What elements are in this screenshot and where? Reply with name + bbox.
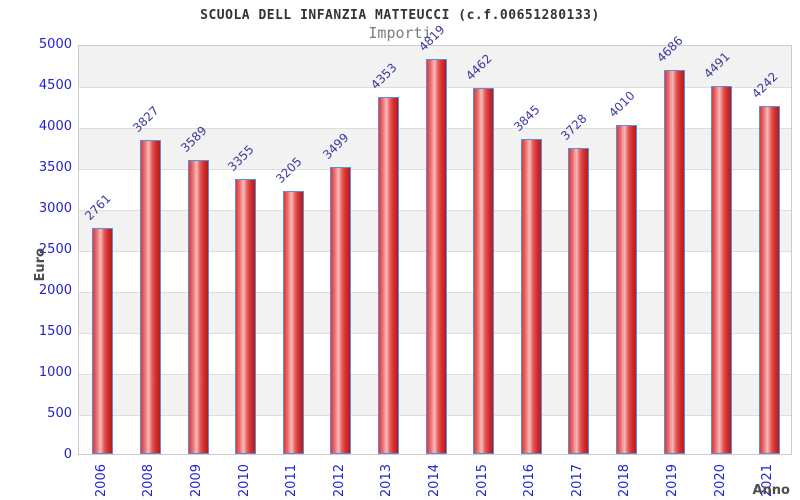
chart-title: SCUOLA DELL INFANZIA MATTEUCCI (c.f.0065…: [200, 8, 600, 23]
bar-value-label: 4491: [701, 49, 733, 81]
x-tick-label: 2019: [665, 464, 680, 498]
y-tick-label: 5000: [38, 37, 72, 52]
bar-2008: [140, 140, 161, 454]
y-tick-label: 3500: [38, 160, 72, 175]
bar-value-label: 3827: [130, 103, 162, 135]
bar-value-label: 4242: [749, 69, 781, 101]
bar-value-label: 2761: [82, 191, 114, 223]
bar-2015: [473, 88, 494, 454]
bar-value-label: 4010: [606, 88, 638, 120]
x-tick-label: 2020: [713, 464, 728, 498]
bar-value-label: 4462: [463, 51, 495, 83]
bar-2006: [92, 228, 113, 454]
bar-2010: [235, 179, 256, 454]
y-tick-label: 3000: [38, 201, 72, 216]
x-tick-label: 2009: [189, 464, 204, 498]
bar-2019: [664, 70, 685, 454]
x-axis-label: Anno: [752, 483, 790, 498]
y-tick-label: 0: [63, 447, 72, 462]
bar-value-label: 3205: [273, 154, 305, 186]
x-tick-label: 2010: [237, 464, 252, 498]
bar-2013: [378, 97, 399, 454]
y-tick-label: 4500: [38, 78, 72, 93]
bar-2014: [426, 59, 447, 454]
bar-2021: [759, 106, 780, 454]
y-tick-label: 500: [47, 406, 72, 421]
y-tick-label: 1500: [38, 324, 72, 339]
bar-2020: [711, 86, 732, 454]
chart-subtitle: Importi: [368, 24, 432, 42]
x-tick-label: 2016: [522, 464, 537, 498]
bar-2018: [616, 125, 637, 454]
y-tick-label: 1000: [38, 365, 72, 380]
bar-2016: [521, 139, 542, 454]
x-tick-label: 2008: [141, 464, 156, 498]
y-tick-label: 4000: [38, 119, 72, 134]
bar-2011: [283, 191, 304, 454]
bar-value-label: 3845: [511, 102, 543, 134]
bar-2009: [188, 160, 209, 454]
y-tick-label: 2000: [38, 283, 72, 298]
bar-2017: [568, 148, 589, 454]
x-tick-label: 2017: [570, 464, 585, 498]
y-axis-label: Euro: [33, 248, 48, 282]
bar-2012: [330, 167, 351, 454]
x-tick-label: 2011: [284, 464, 299, 498]
bar-value-label: 3499: [320, 130, 352, 162]
y-tick-label: 2500: [38, 242, 72, 257]
plot-area: 2761 3827 3589 3355 3205 3499 4353 4819 4462 3845…: [78, 23, 792, 455]
x-tick-label: 2015: [475, 464, 490, 498]
x-tick-label: 2014: [427, 464, 442, 498]
x-tick-label: 2012: [332, 464, 347, 498]
x-tick-label: 2018: [617, 464, 632, 498]
x-tick-label: 2006: [94, 464, 109, 498]
x-tick-label: 2013: [379, 464, 394, 498]
